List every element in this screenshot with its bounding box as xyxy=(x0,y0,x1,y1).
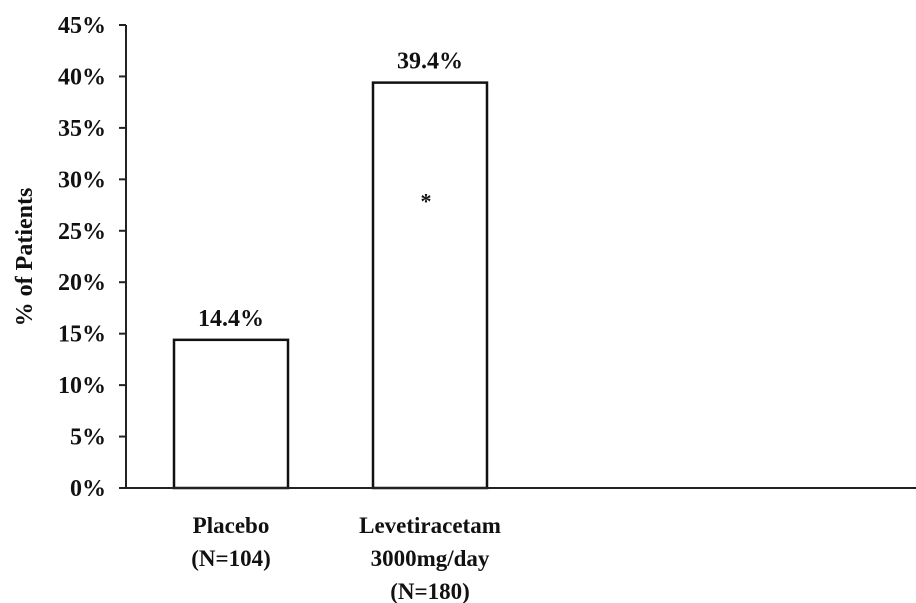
bar-value-label: 39.4% xyxy=(397,49,463,75)
y-tick-label: 15% xyxy=(58,322,106,348)
y-tick-label: 25% xyxy=(58,219,106,245)
y-tick-label: 45% xyxy=(58,13,106,39)
y-tick-label: 35% xyxy=(58,116,106,142)
y-axis-ticks: 0% 5% 10% 15% 20% 25% 30% 35% 40% 45% xyxy=(58,13,126,502)
x-category-label: (N=180) xyxy=(390,579,470,603)
y-tick-label: 5% xyxy=(70,425,106,451)
significance-marker: * xyxy=(421,188,432,213)
x-category-label: Levetiracetam xyxy=(359,513,501,538)
bars: 14.4% 39.4% * xyxy=(172,49,489,490)
x-category-label: 3000mg/day xyxy=(371,546,490,571)
y-axis-label: % of Patients xyxy=(12,188,38,327)
y-tick-label: 0% xyxy=(70,476,106,502)
bar xyxy=(172,338,290,490)
y-tick-label: 10% xyxy=(58,373,106,399)
x-category-label: (N=104) xyxy=(191,546,271,571)
category-labels: Placebo (N=104) Levetiracetam 3000mg/day (N=… xyxy=(191,513,501,603)
y-tick-label: 30% xyxy=(58,167,106,193)
bar-value-label: 14.4% xyxy=(198,306,264,332)
y-tick-label: 40% xyxy=(58,64,106,90)
y-tick-label: 20% xyxy=(58,270,106,296)
bar xyxy=(371,81,489,490)
x-category-label: Placebo xyxy=(193,513,270,538)
